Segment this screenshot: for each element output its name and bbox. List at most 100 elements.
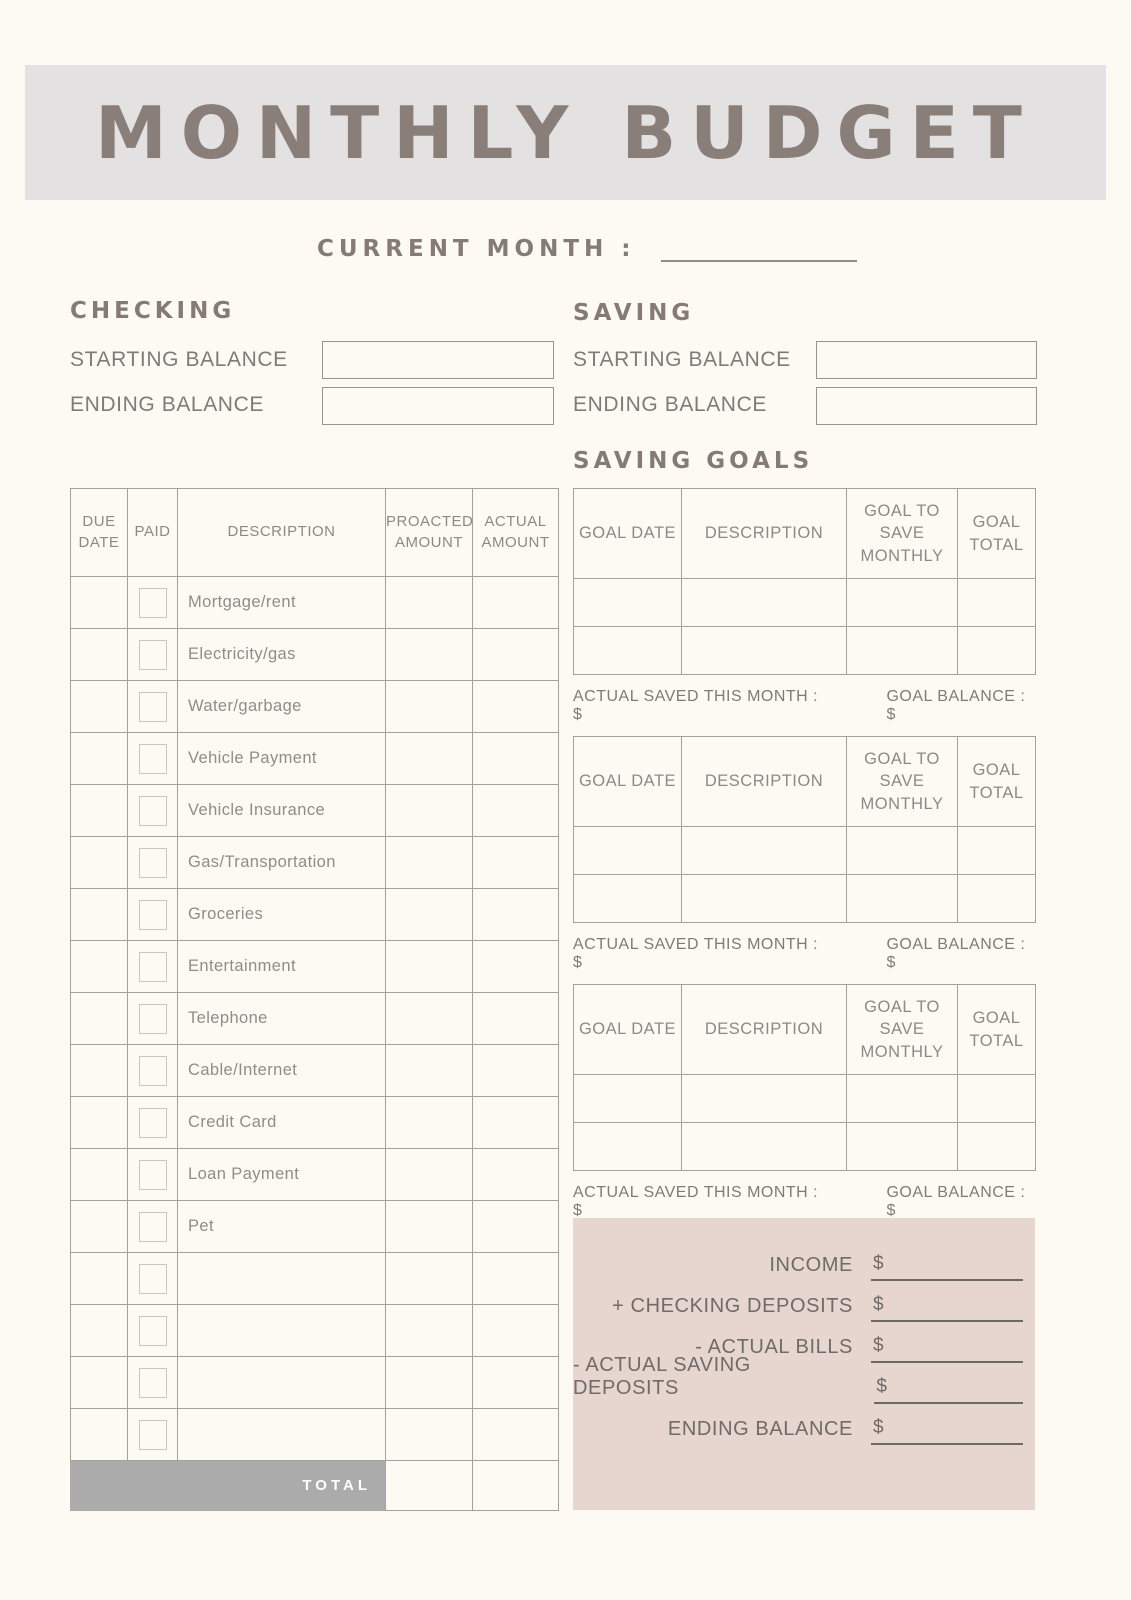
proacted-amount-cell[interactable]: [385, 576, 473, 629]
goal-description-cell[interactable]: [681, 578, 847, 627]
actual-amount-cell[interactable]: [472, 836, 559, 889]
paid-checkbox[interactable]: [138, 1263, 167, 1294]
total-actual-cell[interactable]: [472, 1460, 559, 1511]
actual-amount-cell[interactable]: [472, 1356, 559, 1409]
due-date-cell[interactable]: [70, 888, 128, 941]
goal-monthly-cell[interactable]: [846, 874, 958, 923]
goal-monthly-cell[interactable]: [846, 1122, 958, 1171]
due-date-cell[interactable]: [70, 1148, 128, 1201]
due-date-cell[interactable]: [70, 836, 128, 889]
paid-checkbox[interactable]: [138, 1419, 167, 1450]
paid-cell[interactable]: [127, 1252, 178, 1305]
actual-amount-cell[interactable]: [472, 680, 559, 733]
actual-amount-cell[interactable]: [472, 992, 559, 1045]
goal-description-cell[interactable]: [681, 1074, 847, 1123]
actual-amount-cell[interactable]: [472, 732, 559, 785]
due-date-cell[interactable]: [70, 992, 128, 1045]
paid-cell[interactable]: [127, 1356, 178, 1409]
paid-cell[interactable]: [127, 1096, 178, 1149]
actual-amount-cell[interactable]: [472, 1200, 559, 1253]
saving-starting-balance-input[interactable]: [816, 341, 1037, 379]
goal-date-cell[interactable]: [573, 826, 682, 875]
summary-amount-input[interactable]: $: [871, 1335, 1023, 1363]
paid-checkbox[interactable]: [138, 1211, 167, 1242]
goal-date-cell[interactable]: [573, 874, 682, 923]
due-date-cell[interactable]: [70, 680, 128, 733]
due-date-cell[interactable]: [70, 1304, 128, 1357]
paid-cell[interactable]: [127, 1148, 178, 1201]
proacted-amount-cell[interactable]: [385, 628, 473, 681]
checking-starting-balance-input[interactable]: [322, 341, 554, 379]
goal-description-cell[interactable]: [681, 1122, 847, 1171]
bill-description[interactable]: [177, 1252, 386, 1305]
paid-cell[interactable]: [127, 940, 178, 993]
paid-cell[interactable]: [127, 732, 178, 785]
bill-description[interactable]: [177, 1356, 386, 1409]
actual-amount-cell[interactable]: [472, 1408, 559, 1461]
goal-date-cell[interactable]: [573, 1074, 682, 1123]
due-date-cell[interactable]: [70, 1096, 128, 1149]
paid-checkbox[interactable]: [138, 1107, 167, 1138]
proacted-amount-cell[interactable]: [385, 1200, 473, 1253]
goal-total-cell[interactable]: [957, 1122, 1036, 1171]
proacted-amount-cell[interactable]: [385, 1356, 473, 1409]
actual-amount-cell[interactable]: [472, 628, 559, 681]
due-date-cell[interactable]: [70, 1356, 128, 1409]
due-date-cell[interactable]: [70, 628, 128, 681]
proacted-amount-cell[interactable]: [385, 680, 473, 733]
due-date-cell[interactable]: [70, 1044, 128, 1097]
summary-amount-input[interactable]: $: [871, 1294, 1023, 1322]
actual-amount-cell[interactable]: [472, 1044, 559, 1097]
proacted-amount-cell[interactable]: [385, 1044, 473, 1097]
paid-checkbox[interactable]: [138, 795, 167, 826]
actual-amount-cell[interactable]: [472, 1252, 559, 1305]
summary-amount-input[interactable]: $: [871, 1417, 1023, 1445]
paid-cell[interactable]: [127, 628, 178, 681]
actual-amount-cell[interactable]: [472, 940, 559, 993]
proacted-amount-cell[interactable]: [385, 732, 473, 785]
paid-cell[interactable]: [127, 1304, 178, 1357]
paid-cell[interactable]: [127, 836, 178, 889]
paid-cell[interactable]: [127, 992, 178, 1045]
goal-description-cell[interactable]: [681, 626, 847, 675]
actual-amount-cell[interactable]: [472, 784, 559, 837]
proacted-amount-cell[interactable]: [385, 1408, 473, 1461]
proacted-amount-cell[interactable]: [385, 784, 473, 837]
paid-checkbox[interactable]: [138, 691, 167, 722]
actual-amount-cell[interactable]: [472, 1148, 559, 1201]
paid-cell[interactable]: [127, 784, 178, 837]
due-date-cell[interactable]: [70, 576, 128, 629]
actual-amount-cell[interactable]: [472, 1096, 559, 1149]
actual-amount-cell[interactable]: [472, 576, 559, 629]
total-proacted-cell[interactable]: [385, 1460, 473, 1511]
goal-monthly-cell[interactable]: [846, 626, 958, 675]
summary-amount-input[interactable]: $: [871, 1253, 1023, 1281]
goal-date-cell[interactable]: [573, 578, 682, 627]
paid-checkbox[interactable]: [138, 743, 167, 774]
goal-monthly-cell[interactable]: [846, 1074, 958, 1123]
paid-cell[interactable]: [127, 1408, 178, 1461]
goal-total-cell[interactable]: [957, 626, 1036, 675]
due-date-cell[interactable]: [70, 732, 128, 785]
bill-description[interactable]: [177, 1408, 386, 1461]
goal-description-cell[interactable]: [681, 874, 847, 923]
goal-total-cell[interactable]: [957, 1074, 1036, 1123]
due-date-cell[interactable]: [70, 1200, 128, 1253]
goal-monthly-cell[interactable]: [846, 826, 958, 875]
paid-checkbox[interactable]: [138, 639, 167, 670]
paid-checkbox[interactable]: [138, 587, 167, 618]
actual-amount-cell[interactable]: [472, 888, 559, 941]
proacted-amount-cell[interactable]: [385, 1148, 473, 1201]
checking-ending-balance-input[interactable]: [322, 387, 554, 425]
proacted-amount-cell[interactable]: [385, 1096, 473, 1149]
proacted-amount-cell[interactable]: [385, 1304, 473, 1357]
actual-amount-cell[interactable]: [472, 1304, 559, 1357]
bill-description[interactable]: [177, 1304, 386, 1357]
paid-checkbox[interactable]: [138, 951, 167, 982]
paid-cell[interactable]: [127, 680, 178, 733]
paid-cell[interactable]: [127, 576, 178, 629]
proacted-amount-cell[interactable]: [385, 992, 473, 1045]
summary-amount-input[interactable]: $: [874, 1376, 1023, 1404]
goal-date-cell[interactable]: [573, 1122, 682, 1171]
paid-cell[interactable]: [127, 888, 178, 941]
